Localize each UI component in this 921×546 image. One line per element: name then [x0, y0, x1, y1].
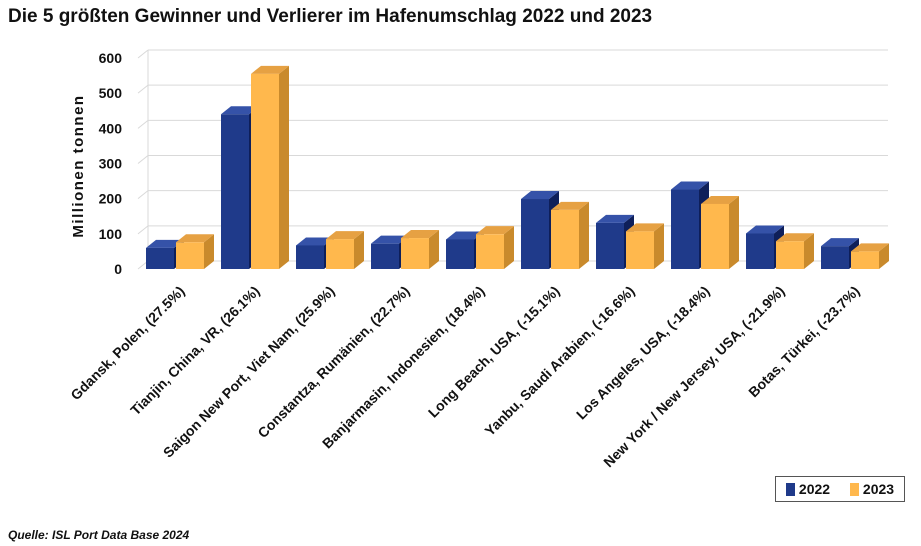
- y-tick-label: 400: [99, 120, 123, 136]
- bar-top: [446, 231, 484, 240]
- bar-front: [176, 242, 204, 269]
- y-axis-ticks: 0 100 200 300 400 500 600: [99, 50, 123, 277]
- bar-front: [521, 199, 549, 269]
- y-tick-label: 200: [99, 191, 123, 207]
- bar-top: [296, 237, 334, 246]
- x-tick-label: Long Beach, USA, (-15.1%): [425, 283, 563, 421]
- bar-2023-2: [326, 231, 364, 269]
- bar-top: [146, 239, 184, 248]
- bar-front: [296, 245, 324, 269]
- legend: 2022 2023: [775, 476, 905, 502]
- bar-side: [204, 234, 214, 269]
- bar-top: [671, 181, 709, 190]
- bar-top: [626, 223, 664, 232]
- bar-top: [476, 226, 514, 235]
- bar-side: [804, 233, 814, 269]
- bar-top: [521, 191, 559, 200]
- bar-front: [221, 114, 249, 270]
- bar-2023-6: [626, 223, 664, 269]
- bar-side: [879, 243, 889, 269]
- bar-top: [851, 243, 889, 252]
- legend-item-2023: 2023: [849, 481, 895, 497]
- bar-top: [551, 201, 589, 210]
- bar-2023-1: [251, 65, 289, 269]
- bar-2023-3: [401, 230, 439, 269]
- legend-swatch-2023: [849, 482, 859, 496]
- bar-front: [476, 234, 504, 269]
- bar-side: [579, 201, 589, 269]
- bar-top: [251, 65, 289, 74]
- y-axis-label: Millionen tonnen: [70, 94, 87, 237]
- bar-front: [821, 246, 849, 269]
- bars: [146, 65, 889, 270]
- bar-2023-4: [476, 226, 514, 269]
- bar-2023-5: [551, 201, 589, 269]
- bar-front: [626, 231, 654, 269]
- bar-2023-9: [851, 243, 889, 269]
- bar-top: [401, 230, 439, 239]
- x-tick-label: Constantza, Rumänien, (22.7%): [254, 283, 412, 441]
- y-tick-label: 300: [99, 156, 123, 172]
- gridline-depth: [137, 155, 149, 164]
- y-tick-label: 600: [99, 50, 123, 66]
- bar-side: [279, 65, 289, 269]
- bar-top: [776, 233, 814, 242]
- bar-front: [251, 73, 279, 269]
- y-tick-label: 100: [99, 226, 123, 242]
- bar-top: [221, 106, 259, 115]
- bar-front: [746, 233, 774, 269]
- y-tick-label: 0: [114, 261, 122, 277]
- legend-swatch-2022: [785, 482, 795, 496]
- bar-top: [746, 225, 784, 234]
- bar-top: [821, 238, 859, 247]
- bar-top: [371, 235, 409, 244]
- x-tick-label: Saigon New Port, Viet Nam, (25.9%): [160, 283, 338, 461]
- source-note: Quelle: ISL Port Data Base 2024: [8, 528, 190, 542]
- bar-front: [446, 239, 474, 269]
- bar-2023-7: [701, 195, 739, 269]
- gridline-depth: [137, 225, 149, 235]
- bar-top: [326, 231, 364, 240]
- bar-front: [551, 209, 579, 269]
- y-tick-label: 500: [99, 85, 123, 101]
- gridline-depth: [137, 190, 149, 200]
- bar-front: [596, 222, 624, 269]
- bar-front: [146, 247, 174, 269]
- gridline-depth: [137, 84, 149, 94]
- bar-front: [371, 243, 399, 269]
- x-axis-labels: Gdansk, Polen, (27.5%)Tianjin, China, VR…: [67, 283, 862, 470]
- bar-2023-0: [176, 234, 214, 269]
- bar-side: [504, 226, 514, 269]
- legend-label-2023: 2023: [862, 481, 895, 497]
- bar-side: [354, 231, 364, 269]
- legend-item-2022: 2022: [785, 481, 831, 497]
- bar-top: [701, 195, 739, 204]
- bar-top: [596, 214, 634, 223]
- bar-front: [851, 251, 879, 269]
- gridline-depth: [137, 119, 149, 129]
- bar-front: [326, 239, 354, 269]
- x-tick-label: Yanbu, Saudi Arabien, (-16.6%): [481, 283, 637, 439]
- bar-side: [654, 223, 664, 269]
- legend-label-2022: 2022: [798, 481, 831, 497]
- bar-front: [701, 203, 729, 269]
- x-tick-label: Banjarmasin, Indonesien, (18.4%): [319, 283, 488, 452]
- bar-front: [401, 238, 429, 269]
- x-tick-label: Los Angeles, USA, (-18.4%): [573, 283, 713, 423]
- bar-side: [729, 195, 739, 269]
- bar-side: [429, 230, 439, 269]
- x-tick-label: Tianjin, China, VR, (26.1%): [127, 283, 262, 418]
- bar-front: [776, 241, 804, 269]
- gridline-depth: [137, 49, 149, 59]
- bar-top: [176, 234, 214, 243]
- chart-title: Die 5 größten Gewinner und Verlierer im …: [8, 6, 653, 27]
- bar-2023-8: [776, 233, 814, 269]
- bar-front: [671, 189, 699, 269]
